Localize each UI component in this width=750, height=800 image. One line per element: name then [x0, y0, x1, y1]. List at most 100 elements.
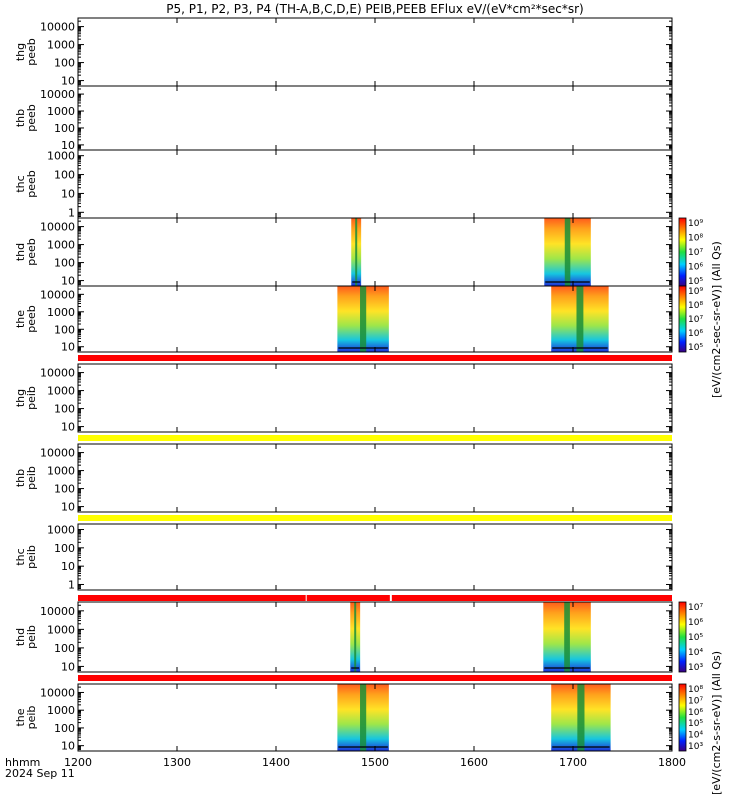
- colorbars-group: 10⁹10⁸10⁷10⁶10⁵10⁹10⁸10⁷10⁶10⁵10⁷10⁶10⁵1…: [678, 217, 703, 752]
- y-tick-label: 100: [54, 722, 75, 735]
- colorbar-tick-label: 10⁷: [688, 696, 703, 706]
- colorbar-tick-label: 10⁹: [688, 287, 703, 297]
- colorbar: [678, 285, 687, 353]
- y-tick-label: 10: [61, 501, 75, 514]
- panel-label-instrument: peeb: [25, 38, 38, 66]
- panel-label-probe: the: [14, 310, 27, 328]
- colorbar-tick-label: 10⁶: [688, 618, 703, 628]
- y-tick-label: 100: [54, 169, 75, 182]
- colorbar-tick-label: 10⁵: [688, 277, 703, 287]
- y-tick-label: 10000: [40, 88, 75, 101]
- y-tick-label: 10000: [40, 288, 75, 301]
- y-tick-label: 10: [61, 341, 75, 354]
- colorbar-tick-label: 10³: [688, 742, 703, 752]
- flag-band-yellow: [78, 435, 672, 441]
- flag-band-red: [78, 355, 672, 361]
- colorbar-tick-label: 10³: [688, 663, 703, 673]
- flag-band-yellow: [78, 515, 672, 521]
- y-tick-label: 1000: [47, 150, 75, 163]
- y-tick-label: 10: [61, 75, 75, 88]
- panel-frame: [77, 523, 673, 591]
- colorbar-tick-label: 10⁴: [688, 648, 703, 658]
- colorbar-tick-label: 10⁸: [688, 685, 703, 695]
- colorbar-tick-label: 10⁶: [688, 329, 703, 339]
- colorbar-tick-label: 10⁸: [688, 234, 703, 244]
- y-tick-label: 10000: [40, 605, 75, 618]
- colorbar-tick-label: 10⁸: [688, 301, 703, 311]
- y-tick-label: 10: [61, 275, 75, 288]
- panel-frame: [77, 149, 673, 219]
- chart-title: P5, P1, P2, P3, P4 (TH-A,B,C,D,E) PEIB,P…: [166, 2, 583, 16]
- y-tick-label: 10000: [40, 21, 75, 34]
- panels-group: 10100100010000thgpeeb10100100010000thbpe…: [14, 17, 673, 753]
- y-tick-label: 100: [54, 257, 75, 270]
- panel-frame: [77, 363, 673, 433]
- colorbar: [678, 601, 687, 673]
- footer-date: 2024 Sep 11: [5, 767, 75, 780]
- colorbar-tick-label: 10⁶: [688, 708, 703, 718]
- y-tick-label: 10000: [40, 367, 75, 380]
- colorbar-label-lower: [eV/(cm2-s-sr-eV)] (All Qs): [710, 651, 723, 795]
- x-tick-label: 1400: [262, 756, 290, 769]
- y-tick-label: 100: [54, 403, 75, 416]
- y-tick-label: 10: [61, 560, 75, 573]
- panel-label-instrument: peeb: [25, 170, 38, 198]
- panel-label-probe: the: [14, 708, 27, 726]
- y-tick-label: 10: [61, 187, 75, 200]
- panel-label-probe: thc: [14, 548, 27, 565]
- y-tick-label: 1000: [47, 39, 75, 52]
- y-tick-label: 100: [54, 483, 75, 496]
- colorbar-tick-label: 10⁵: [688, 633, 703, 643]
- y-tick-label: 10000: [40, 686, 75, 699]
- panel-label-probe: thd: [14, 628, 27, 646]
- panel-label-probe: thb: [14, 469, 27, 487]
- flag-band-red: [391, 595, 672, 601]
- flag-band-red: [306, 595, 390, 601]
- panel-label-instrument: peib: [25, 625, 38, 649]
- flag-bands-group: [78, 355, 672, 681]
- y-tick-label: 100: [54, 323, 75, 336]
- x-tick-label: 1700: [559, 756, 587, 769]
- panel-label-probe: thd: [14, 243, 27, 261]
- y-tick-label: 100: [54, 122, 75, 135]
- colorbar-tick-label: 10⁹: [688, 219, 703, 229]
- y-tick-label: 10: [61, 139, 75, 152]
- panel-frame: [77, 17, 673, 87]
- x-tick-label: 1500: [361, 756, 389, 769]
- flag-band-red: [78, 675, 672, 681]
- y-tick-label: 1000: [47, 306, 75, 319]
- y-tick-label: 1000: [47, 239, 75, 252]
- panel-label-probe: thg: [14, 43, 27, 61]
- y-tick-label: 1000: [47, 385, 75, 398]
- y-tick-label: 1000: [47, 105, 75, 118]
- y-tick-label: 100: [54, 642, 75, 655]
- x-axis: 1200 1300 1400 1500 1600 1700 1800: [64, 756, 686, 769]
- x-tick-label: 1300: [163, 756, 191, 769]
- panel-label-instrument: peeb: [25, 104, 38, 132]
- colorbar-tick-label: 10⁷: [688, 315, 703, 325]
- panel-label-instrument: peib: [25, 706, 38, 730]
- y-tick-label: 1: [68, 578, 75, 591]
- panel-frame: [77, 85, 673, 151]
- panel-label-instrument: peib: [25, 466, 38, 490]
- y-tick-label: 10000: [40, 447, 75, 460]
- y-tick-label: 10: [61, 740, 75, 753]
- footer-hhmm: hhmm: [5, 756, 40, 769]
- x-tick-label: 1800: [658, 756, 686, 769]
- colorbar-tick-label: 10⁴: [688, 731, 703, 741]
- y-tick-label: 100: [54, 57, 75, 70]
- y-tick-label: 10000: [40, 221, 75, 234]
- panel-frame: [77, 443, 673, 513]
- panel-label-instrument: peeb: [25, 238, 38, 266]
- y-tick-label: 1000: [47, 465, 75, 478]
- panel-label-instrument: peib: [25, 386, 38, 410]
